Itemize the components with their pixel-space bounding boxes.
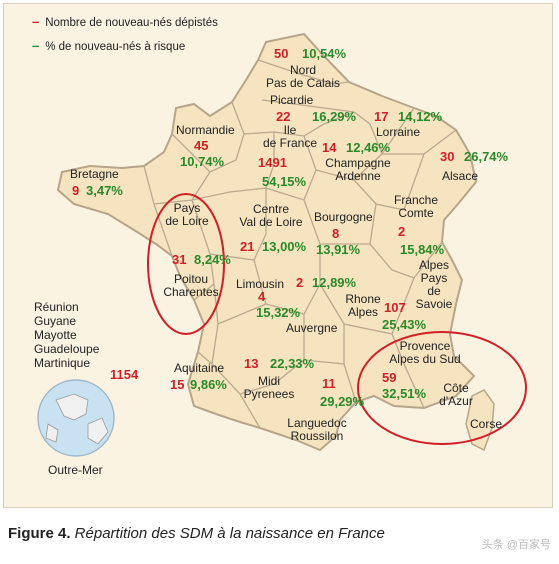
pct-aquitaine: 9,86% — [190, 377, 227, 392]
legend-green-label: % de nouveau-nés à risque — [45, 41, 186, 53]
caption-text: Répartition des SDM à la naissance en Fr… — [70, 525, 385, 542]
pct-paca: 32,51% — [382, 386, 427, 401]
pct-bretagne: 3,47% — [86, 183, 123, 198]
outremer-item: Mayotte — [34, 328, 77, 342]
outremer-item: Guyane — [34, 314, 77, 328]
label-cote: Côte d'Azur — [439, 381, 473, 408]
count-paca: 59 — [382, 370, 397, 385]
legend-red: – Nombre de nouveau-nés dépistés — [32, 14, 218, 29]
pct-centre: 13,00% — [262, 239, 307, 254]
legend-red-label: Nombre de nouveau-nés dépistés — [45, 17, 218, 29]
count-picardie: 22 — [276, 109, 291, 124]
count-rhone: 107 — [384, 300, 406, 315]
count-aquitaine: 15 — [170, 377, 185, 392]
label-alsace: Alsace — [442, 169, 479, 183]
count-outremer: 1154 — [110, 367, 139, 382]
legend-green: –% de nouveau-nés à risque — [32, 38, 185, 53]
map-frame: – Nombre de nouveau-nés dépistés –% de no… — [3, 3, 553, 508]
label-corse: Corse — [470, 417, 503, 431]
outremer-item: Guadeloupe — [34, 342, 100, 356]
count-poitou: 31 — [172, 252, 187, 267]
pct-franche: 15,84% — [400, 242, 445, 257]
highlight-circle-southeast — [357, 331, 527, 445]
count-franche: 2 — [398, 224, 406, 239]
count-normandie: 45 — [194, 138, 209, 153]
label-auvergne: Auvergne — [286, 321, 338, 335]
pct-lorraine: 14,12% — [398, 109, 443, 124]
caption-number: Figure 4. — [8, 525, 71, 542]
count-limousin: 2 — [296, 275, 304, 290]
pct-picardie: 16,29% — [312, 109, 357, 124]
pct-poitou: 8,24% — [194, 252, 231, 267]
label-bretagne: Bretagne — [70, 167, 119, 181]
label-rhone: Rhone Alpes — [345, 292, 381, 319]
label-normandie: Normandie — [176, 123, 235, 137]
highlight-circle-west — [147, 193, 225, 335]
france-map — [37, 32, 527, 457]
count-auvergne: 4 — [258, 289, 266, 304]
label-languedoc: Languedoc Roussilon — [287, 416, 347, 443]
count-languedoc: 11 — [322, 376, 336, 391]
pct-bourgogne: 13,91% — [316, 242, 361, 257]
label-paca: Provence Alpes du Sud — [389, 339, 461, 366]
count-bourgogne: 8 — [332, 226, 340, 241]
count-champagne: 14 — [322, 140, 337, 155]
pct-idf: 54,15% — [262, 174, 307, 189]
figure-caption: Figure 4. Répartition des SDM à la naiss… — [8, 525, 385, 542]
watermark: 头条 @百家号 — [481, 539, 551, 551]
pct-limousin: 12,89% — [312, 275, 357, 290]
count-midi: 13 — [244, 356, 259, 371]
label-aquitaine: Aquitaine — [174, 361, 225, 375]
label-outremer: Outre-Mer — [48, 463, 103, 477]
label-poitou: Poitou Charentes — [163, 272, 219, 299]
label-pdl: Pays de Loire — [165, 201, 209, 228]
count-idf: 1491 — [258, 155, 287, 170]
pct-champagne: 12,46% — [346, 140, 391, 155]
count-bretagne: 9 — [72, 183, 80, 198]
pct-nord: 10,54% — [302, 46, 347, 61]
count-lorraine: 17 — [374, 109, 389, 124]
label-champagne: Champagne Ardenne — [325, 156, 391, 183]
label-savoie: Alpes Pays de Savoie — [415, 258, 453, 311]
legend-red-dash: – — [32, 14, 40, 29]
label-lorraine: Lorraine — [376, 125, 421, 139]
count-nord: 50 — [274, 46, 289, 61]
legend-green-dash: – — [32, 38, 40, 53]
label-limousin: Limousin — [236, 277, 285, 291]
label-midi: Midi Pyrenees — [243, 374, 295, 401]
outremer-item: Réunion — [34, 300, 79, 314]
globe-icon — [37, 379, 115, 457]
outremer-list: Réunion Guyane Mayotte Guadeloupe Martin… — [34, 300, 99, 370]
pct-rhone: 25,43% — [382, 317, 427, 332]
label-nord: Nord Pas de Calais — [265, 63, 341, 90]
label-bourgogne: Bourgogne — [314, 210, 373, 224]
pct-midi: 22,33% — [270, 356, 315, 371]
label-centre: Centre Val de Loire — [239, 202, 303, 229]
pct-auvergne: 15,32% — [256, 305, 301, 320]
count-centre: 21 — [240, 239, 255, 254]
pct-languedoc: 29,29% — [320, 394, 365, 409]
label-picardie: Picardie — [270, 93, 314, 107]
france-outline — [56, 32, 478, 452]
count-alsace: 30 — [440, 149, 455, 164]
pct-alsace: 26,74% — [464, 149, 509, 164]
label-franche: Franche Comte — [393, 193, 439, 220]
label-idf: Ile de France — [262, 123, 318, 150]
outremer-item: Martinique — [34, 356, 91, 370]
pct-normandie: 10,74% — [180, 154, 225, 169]
